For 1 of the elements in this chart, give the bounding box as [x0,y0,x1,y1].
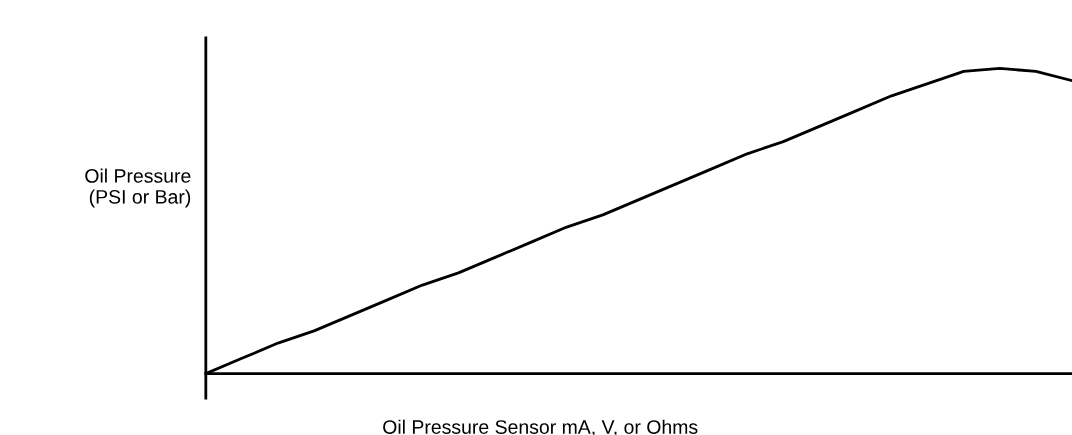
y-axis-title: Oil Pressure (PSI or Bar) [85,168,191,208]
